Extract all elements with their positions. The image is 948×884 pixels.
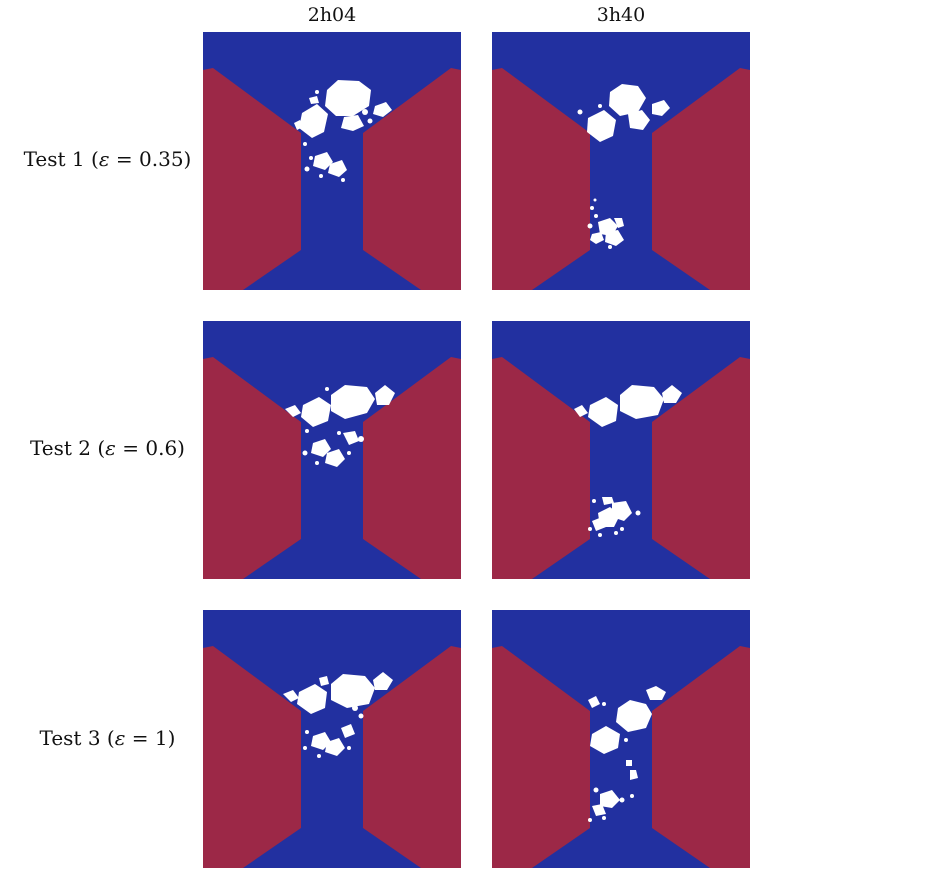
row-label-value: = 0.35) (109, 147, 192, 171)
simulation-panel-test3-3h40 (492, 610, 750, 868)
row-label-test-name: Test 3 (39, 726, 101, 750)
column-header-2: 3h40 (596, 4, 646, 26)
simulation-panel-test3-2h04 (203, 610, 461, 868)
epsilon-symbol: ε (114, 726, 126, 750)
epsilon-symbol: ε (98, 147, 110, 171)
row-label-test-1: Test 1 (ε = 0.35) (0, 147, 215, 171)
column-header-1: 2h04 (307, 4, 357, 26)
epsilon-symbol: ε (105, 436, 116, 460)
row-label-test-3: Test 3 (ε = 1) (0, 726, 215, 750)
row-label-paren: ( (100, 726, 115, 750)
row-label-value: = 0.6) (115, 436, 185, 460)
simulation-panel-test1-2h04 (203, 32, 461, 290)
row-label-paren: ( (84, 147, 99, 171)
row-label-test-name: Test 1 (23, 147, 85, 171)
row-label-value: = 1) (125, 726, 176, 750)
row-label-test-2: Test 2 (ε = 0.6) (0, 436, 215, 460)
row-label-paren: ( (91, 436, 106, 460)
simulation-panel-test2-3h40 (492, 321, 750, 579)
row-label-test-name: Test 2 (29, 436, 91, 460)
simulation-panel-test2-2h04 (203, 321, 461, 579)
simulation-panel-test1-3h40 (492, 32, 750, 290)
